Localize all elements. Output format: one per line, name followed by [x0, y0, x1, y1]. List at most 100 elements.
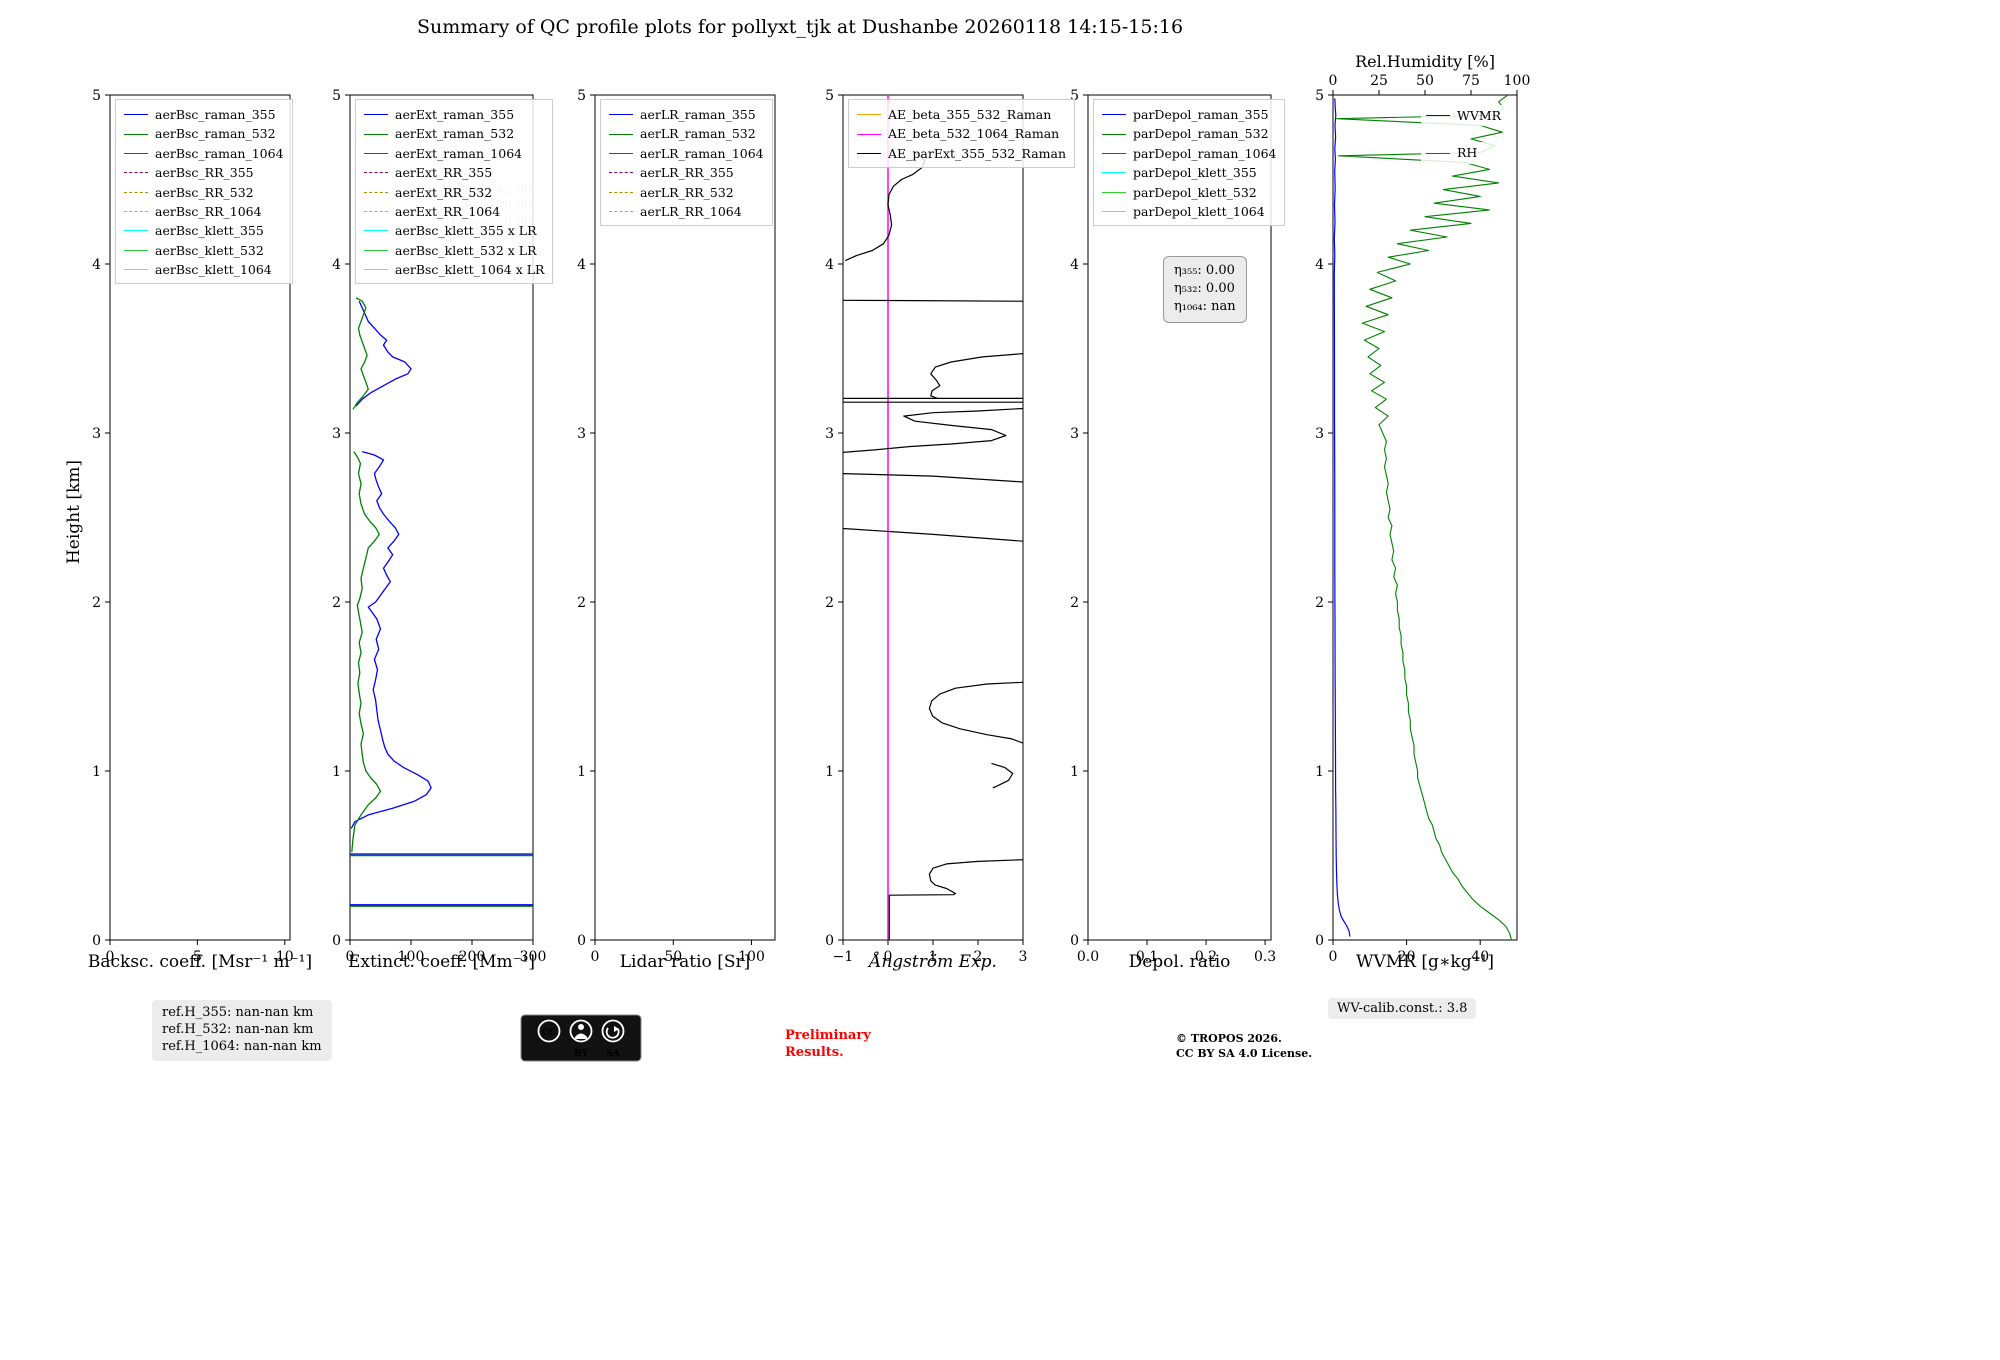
x-tick-label: 0.3	[1254, 949, 1276, 965]
legend-label: aerLR_raman_355	[640, 107, 756, 122]
legend-label: aerExt_raman_532	[395, 126, 515, 142]
legend-line-sample	[124, 191, 148, 193]
x-tick-label: 50	[664, 949, 682, 965]
legend-line-sample	[124, 230, 148, 232]
top-tick-label: 100	[1504, 73, 1531, 89]
y-tick-label: 3	[825, 426, 834, 442]
series-WVMR	[1333, 98, 1351, 937]
x-tick-label: 0	[591, 949, 600, 965]
legend-line-sample	[609, 191, 633, 193]
legend-label: aerBsc_raman_1064	[155, 145, 284, 161]
legend-label: parDepol_raman_355	[1133, 107, 1269, 122]
ref-h-1064: ref.H_1064: nan-nan km	[162, 1038, 322, 1054]
x-tick-label: 300	[520, 949, 547, 965]
y-tick-label: 2	[1315, 595, 1324, 611]
top-tick-label: 0	[1329, 73, 1338, 89]
cc-by-label: BY	[574, 1049, 588, 1059]
y-tick-label: 1	[825, 764, 834, 780]
legend-entry: aerBsc_RR_355	[124, 163, 284, 182]
y-tick-label: 4	[577, 257, 586, 273]
preliminary-line-2: Results.	[785, 1044, 844, 1060]
legend-label: aerBsc_klett_532	[155, 242, 264, 258]
legend-entry: parDepol_raman_1064	[1102, 144, 1276, 163]
eta-532-value: η₅₃₂: 0.00	[1174, 281, 1235, 297]
legend-entry: aerBsc_raman_1064	[124, 144, 284, 163]
legend-entry: aerLR_RR_1064	[609, 202, 764, 221]
legend-wvmr: WVMR RH	[1421, 105, 1507, 164]
y-tick-label: 1	[577, 764, 586, 780]
x-tick-label: 0.1	[1136, 949, 1158, 965]
legend-line-sample	[609, 211, 633, 213]
legend-label: aerBsc_klett_355 x LR	[395, 223, 537, 239]
svg-text:CC: CC	[542, 1028, 556, 1038]
reference-height-box: ref.H_355: nan-nan km ref.H_532: nan-nan…	[152, 1000, 332, 1061]
tropos-copyright: © TROPOS 2026. CC BY SA 4.0 License.	[1176, 1032, 1312, 1062]
y-tick-label: 1	[92, 764, 101, 780]
legend-line-sample	[364, 230, 388, 232]
xlabel-wvmr: WVMR [g∗kg⁻¹]	[1355, 952, 1495, 972]
y-tick-label: 0	[1070, 933, 1079, 949]
y-tick-label: 0	[577, 933, 586, 949]
legend-label: aerExt_raman_355	[395, 107, 515, 122]
legend-line-sample	[364, 269, 388, 271]
x-tick-label: −1	[833, 949, 854, 965]
legend-lidar-ratio: aerLR_raman_355 aerLR_raman_532 aerLR_rama…	[600, 99, 773, 227]
legend-extinction: aerExt_raman_355 aerExt_raman_532 aerExt_r…	[355, 99, 554, 285]
y-tick-label: 5	[332, 88, 341, 104]
y-tick-label: 3	[1315, 426, 1324, 442]
legend-line-sample	[124, 152, 148, 154]
legend-entry: aerLR_RR_532	[609, 183, 764, 202]
legend-line-sample	[1102, 133, 1126, 135]
legend-entry: parDepol_raman_532	[1102, 124, 1276, 143]
eta-annotation-box: η₃₅₅: 0.00 η₅₃₂: 0.00 η₁₀₆₄: nan	[1163, 256, 1247, 323]
legend-line-sample	[1426, 152, 1450, 154]
legend-line-sample	[857, 114, 881, 116]
tropos-line-1: © TROPOS 2026.	[1176, 1032, 1282, 1045]
legend-entry: AE_beta_532_1064_Raman	[857, 124, 1066, 143]
legend-line-sample	[124, 249, 148, 251]
x-tick-label: 100	[738, 949, 765, 965]
legend-label: aerLR_RR_355	[640, 165, 734, 181]
legend-line-sample	[364, 211, 388, 213]
y-tick-label: 2	[1070, 595, 1079, 611]
legend-line-sample	[1426, 115, 1450, 117]
top-tick-label: 75	[1462, 73, 1480, 89]
cc-icon: CC	[537, 1019, 561, 1043]
legend-angstrom: AE_beta_355_532_Raman AE_beta_532_1064_Ra…	[848, 99, 1076, 169]
legend-entry: aerLR_raman_355	[609, 105, 764, 124]
y-tick-label: 0	[332, 933, 341, 949]
legend-label: aerBsc_raman_355	[155, 107, 276, 122]
x-tick-label: 0.0	[1077, 949, 1099, 965]
legend-line-sample	[1102, 152, 1126, 154]
legend-line-sample	[364, 152, 388, 154]
series-AE_parExt_355_532_Raman	[843, 152, 1023, 940]
legend-label: aerBsc_RR_532	[155, 184, 254, 200]
series-RH	[1336, 95, 1513, 940]
legend-label: parDepol_klett_1064	[1133, 203, 1265, 219]
legend-entry: parDepol_klett_1064	[1102, 202, 1276, 221]
y-tick-label: 2	[825, 595, 834, 611]
ref-h-532: ref.H_532: nan-nan km	[162, 1021, 314, 1037]
legend-label: aerBsc_klett_532 x LR	[395, 242, 537, 258]
legend-entry: aerBsc_klett_355 x LR	[364, 221, 544, 240]
y-tick-label: 4	[92, 257, 101, 273]
axes-frame	[349, 94, 534, 941]
xlabel-lidar-ratio: Lidar ratio [Sr]	[619, 952, 751, 972]
y-tick-label: 4	[332, 257, 341, 273]
eta-355-value: η₃₅₅: 0.00	[1174, 263, 1235, 278]
legend-entry: RH	[1421, 142, 1507, 164]
figure-title: Summary of QC profile plots for pollyxt_…	[416, 16, 1184, 38]
legend-entry: aerLR_RR_355	[609, 163, 764, 182]
legend-entry: parDepol_klett_355	[1102, 163, 1276, 182]
legend-label: parDepol_klett_532	[1133, 184, 1257, 200]
legend-line-sample	[857, 133, 881, 135]
legend-line-sample	[609, 133, 633, 135]
x-tick-label: 200	[459, 949, 486, 965]
legend-label: aerExt_raman_1064	[395, 145, 523, 161]
series-aerExt_raman_355_offscale	[350, 853, 533, 906]
legend-entry: aerBsc_klett_355	[124, 221, 284, 240]
x-tick-label: 100	[398, 949, 425, 965]
legend-entry: aerBsc_RR_1064	[124, 202, 284, 221]
